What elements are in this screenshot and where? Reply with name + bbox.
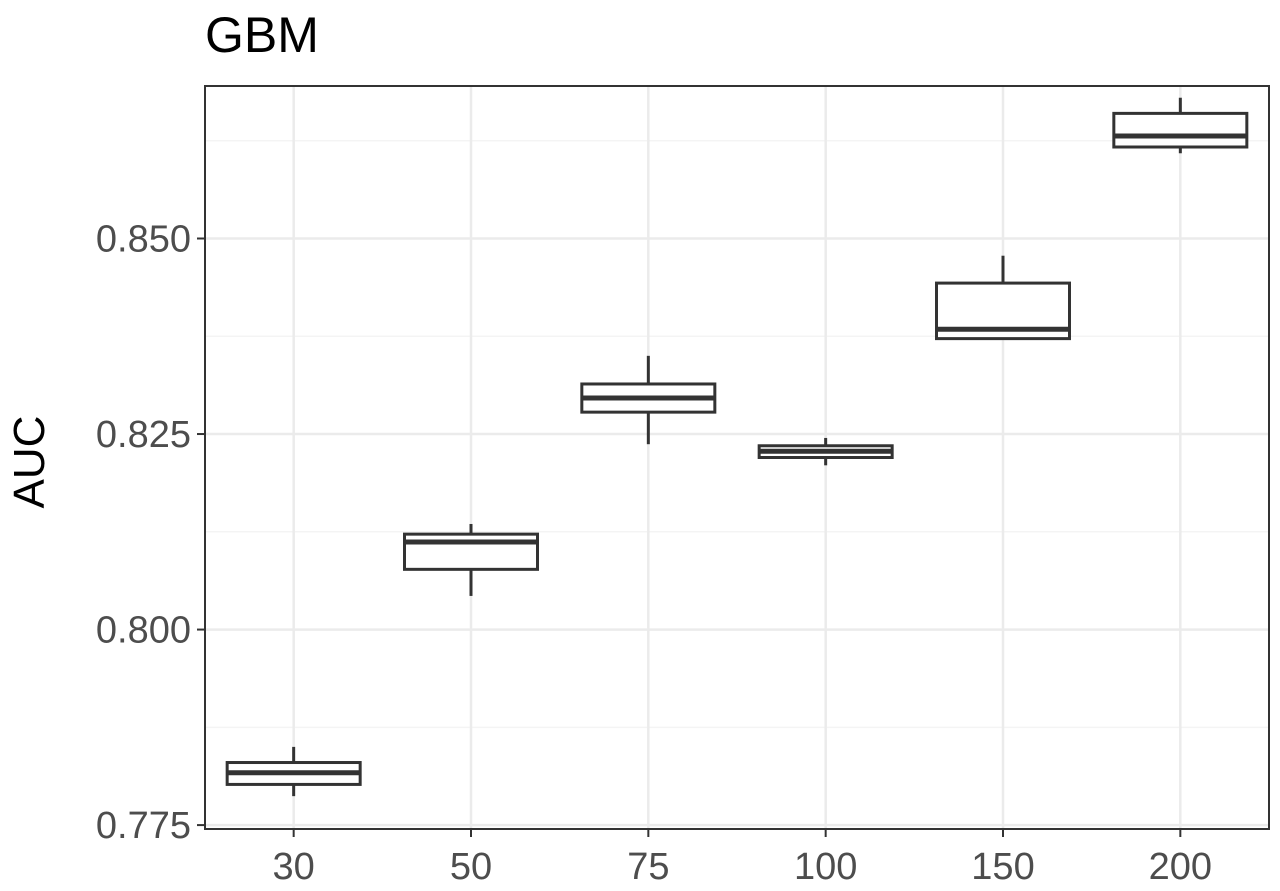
y-tick-label: 0.775: [96, 805, 191, 847]
y-axis-title: AUC: [5, 416, 54, 509]
axis-layer: 0.775 0.800 0.825 0.850 30 50 75 100 150 200: [96, 85, 1270, 888]
box-75: [580, 355, 717, 445]
box-iqr: [1112, 111, 1249, 149]
x-tick-label: 50: [450, 846, 492, 888]
y-tick-label: 0.850: [96, 219, 191, 261]
x-tick-label: 30: [273, 846, 315, 888]
box-iqr: [403, 532, 539, 571]
panel-background: [205, 86, 1269, 829]
x-tick-label: 100: [794, 846, 857, 888]
box-150: [935, 255, 1071, 341]
box-50: [403, 523, 539, 596]
grid-layer: [205, 86, 1269, 829]
chart-title: GBM: [205, 7, 319, 63]
box-200: [1112, 97, 1249, 154]
panel-border: [204, 85, 1270, 830]
x-tick-label: 75: [627, 846, 669, 888]
box-30: [225, 746, 362, 797]
y-tick-label: 0.825: [96, 414, 191, 456]
box-layer: [225, 97, 1249, 797]
y-tick-label: 0.800: [96, 610, 191, 652]
box-100: [757, 437, 894, 466]
x-tick-label: 150: [971, 846, 1034, 888]
x-tick-label: 200: [1149, 846, 1212, 888]
